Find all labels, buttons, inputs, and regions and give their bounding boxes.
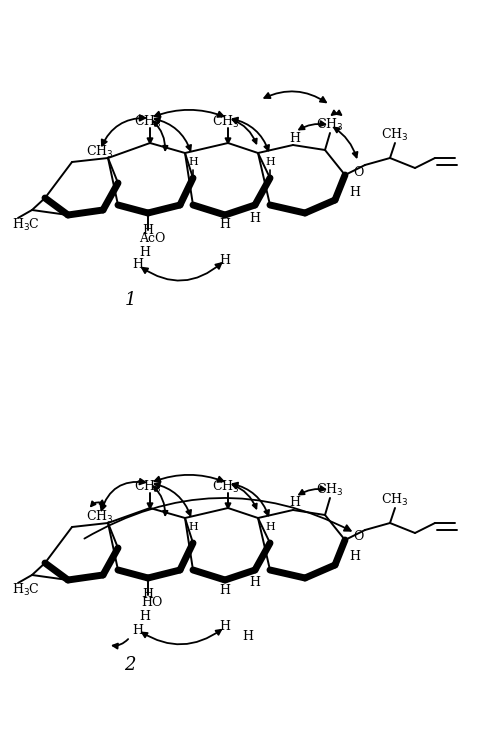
FancyArrowPatch shape [148,138,152,144]
FancyArrowPatch shape [232,484,257,508]
FancyArrowPatch shape [113,639,128,648]
FancyArrowPatch shape [155,475,224,482]
FancyArrowPatch shape [233,118,269,150]
Text: CH$_3$: CH$_3$ [212,114,240,130]
FancyArrowPatch shape [226,502,230,508]
Text: CH$_3$: CH$_3$ [316,117,344,133]
Text: H: H [219,621,230,633]
FancyArrowPatch shape [102,115,145,146]
Text: O: O [353,166,363,178]
Text: AcO: AcO [139,232,165,244]
Text: H: H [133,258,144,272]
FancyArrowPatch shape [155,110,224,117]
Text: CH$_3$: CH$_3$ [381,492,409,508]
Text: H: H [250,576,261,590]
FancyArrowPatch shape [101,479,145,511]
FancyArrowPatch shape [142,630,221,645]
FancyArrowPatch shape [91,500,104,506]
FancyArrowPatch shape [334,127,357,158]
FancyArrowPatch shape [299,121,325,130]
Text: H: H [142,223,153,237]
Text: 1: 1 [124,291,136,309]
Text: H$_3$C: H$_3$C [12,217,40,233]
Text: H: H [242,630,253,644]
Text: CH$_3$: CH$_3$ [134,114,162,130]
FancyArrowPatch shape [155,118,191,150]
Text: CH$_3$: CH$_3$ [86,144,114,160]
FancyArrowPatch shape [153,121,168,150]
Text: H: H [350,551,361,563]
FancyArrowPatch shape [155,482,191,516]
Text: H: H [142,588,153,602]
Text: H: H [219,584,230,596]
FancyArrowPatch shape [84,498,351,539]
Text: HO: HO [141,596,163,610]
FancyArrowPatch shape [264,91,326,102]
Text: H$_3$C: H$_3$C [12,582,40,598]
FancyArrowPatch shape [142,263,221,280]
FancyArrowPatch shape [331,110,342,115]
Text: H: H [250,212,261,224]
Text: 2: 2 [124,656,136,674]
Text: H: H [133,624,144,636]
Text: CH$_3$: CH$_3$ [316,482,344,498]
FancyArrowPatch shape [226,138,230,144]
Text: CH$_3$: CH$_3$ [134,479,162,495]
Text: H: H [139,246,150,258]
FancyArrowPatch shape [148,502,152,508]
Text: H: H [265,522,275,532]
Text: H: H [289,132,300,144]
Text: H: H [188,157,198,167]
Text: H: H [139,610,150,624]
FancyArrowPatch shape [233,482,269,516]
Text: CH$_3$: CH$_3$ [381,127,409,143]
Text: H: H [265,157,275,167]
Text: O: O [353,531,363,543]
Text: H: H [289,497,300,510]
FancyArrowPatch shape [153,486,168,515]
Text: H: H [219,218,230,232]
Text: H: H [219,254,230,266]
FancyArrowPatch shape [299,486,325,494]
Text: H: H [350,186,361,198]
FancyArrowPatch shape [232,119,257,144]
Text: CH$_3$: CH$_3$ [212,479,240,495]
Text: H: H [188,522,198,532]
Text: CH$_3$: CH$_3$ [86,509,114,525]
